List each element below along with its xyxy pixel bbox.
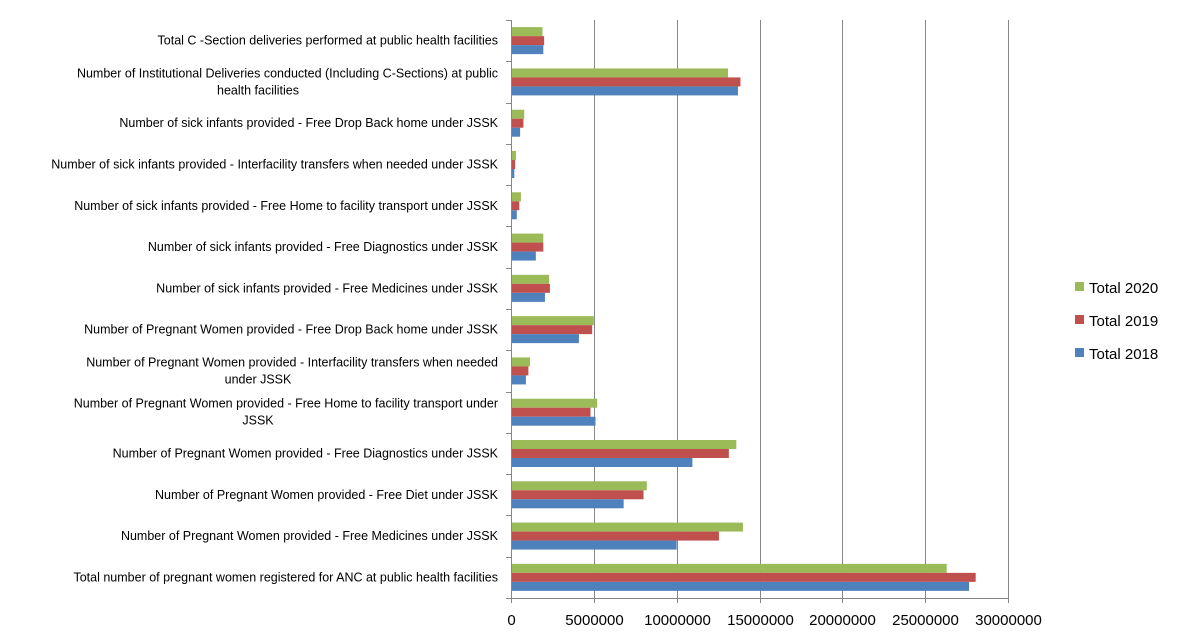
bar-total-2019 <box>512 118 524 128</box>
category-label: Number of Pregnant Women provided - Free… <box>84 323 499 337</box>
bar-total-2020 <box>512 316 594 326</box>
bar-total-2019 <box>512 160 516 169</box>
category-label-line: Number of Pregnant Women provided - Free… <box>121 529 499 543</box>
bar-total-2018 <box>512 416 596 426</box>
bars <box>512 27 976 591</box>
legend-swatch <box>1075 315 1084 324</box>
category-label-line: Number of sick infants provided - Free M… <box>156 281 498 295</box>
bar-total-2020 <box>512 27 543 37</box>
category-label: Number of Pregnant Women provided - Free… <box>121 529 499 543</box>
category-label: Number of Institutional Deliveries condu… <box>77 66 498 97</box>
bar-total-2018 <box>512 251 536 261</box>
bar-total-2018 <box>512 499 624 509</box>
category-labels: Total C -Section deliveries performed at… <box>51 34 498 585</box>
bar-total-2019 <box>512 572 976 582</box>
bar-total-2018 <box>512 540 677 550</box>
category-label: Total C -Section deliveries performed at… <box>158 34 498 48</box>
category-label: Total number of pregnant women registere… <box>73 570 498 584</box>
category-label: Number of sick infants provided - Free H… <box>74 199 498 213</box>
category-label-line: Total number of pregnant women registere… <box>73 570 498 584</box>
category-label-line: under JSSK <box>225 372 292 386</box>
x-tick-label: 25000000 <box>892 612 959 629</box>
bar-total-2019 <box>512 490 644 500</box>
category-label-line: Number of sick infants provided - Free D… <box>119 116 498 130</box>
bar-total-2020 <box>512 68 729 78</box>
legend-swatch <box>1075 282 1084 291</box>
category-label-line: health facilities <box>217 83 299 97</box>
bar-total-2020 <box>512 274 550 284</box>
category-label-line: JSSK <box>242 414 274 428</box>
category-label: Number of sick infants provided - Free D… <box>148 240 499 254</box>
axes <box>506 20 1009 603</box>
bar-total-2020 <box>512 563 947 573</box>
category-label-line: Number of Pregnant Women provided - Free… <box>74 397 498 411</box>
bar-total-2019 <box>512 531 719 541</box>
bar-total-2019 <box>512 283 550 293</box>
bar-total-2020 <box>512 440 737 449</box>
bar-total-2019 <box>512 242 544 252</box>
category-label-line: Number of Pregnant Women provided - Inte… <box>86 355 498 369</box>
bar-total-2020 <box>512 151 516 160</box>
category-label-line: Number of Pregnant Women provided - Free… <box>84 323 499 337</box>
bar-total-2018 <box>512 334 579 344</box>
x-tick-label: 0 <box>507 612 515 629</box>
bar-total-2020 <box>512 522 743 532</box>
bar-total-2020 <box>512 233 544 243</box>
category-label: Number of Pregnant Women provided - Free… <box>113 447 499 461</box>
category-label-line: Total C -Section deliveries performed at… <box>158 34 498 48</box>
category-label-line: Number of sick infants provided - Free H… <box>74 199 498 213</box>
bar-total-2018 <box>512 45 544 55</box>
legend-label: Total 2019 <box>1089 313 1158 330</box>
legend-label: Total 2020 <box>1089 280 1158 297</box>
category-label: Number of sick infants provided - Interf… <box>51 158 498 172</box>
legend-label: Total 2018 <box>1089 346 1158 363</box>
x-tick-label: 5000000 <box>565 612 623 629</box>
category-label: Number of Pregnant Women provided - Inte… <box>86 355 498 386</box>
bar-total-2018 <box>512 86 738 96</box>
x-tick-labels: 0 5000000 10000000 15000000 20000000 25000000… <box>507 612 1042 629</box>
bar-total-2018 <box>512 127 521 137</box>
bar-total-2018 <box>512 169 515 178</box>
bar-total-2019 <box>512 407 591 417</box>
x-tick-label: 10000000 <box>644 612 711 629</box>
category-label-line: Number of Pregnant Women provided - Free… <box>113 447 499 461</box>
x-tick-label: 30000000 <box>975 612 1042 629</box>
x-tick-label: 15000000 <box>727 612 794 629</box>
bar-total-2019 <box>512 77 741 87</box>
category-label: Number of sick infants provided - Free M… <box>156 281 498 295</box>
legend-swatch <box>1075 348 1084 357</box>
bar-total-2019 <box>512 325 593 335</box>
category-label-line: Number of sick infants provided - Interf… <box>51 158 498 172</box>
category-label: Number of sick infants provided - Free D… <box>119 116 498 130</box>
category-label: Number of Pregnant Women provided - Free… <box>155 488 499 502</box>
category-label-line: Number of sick infants provided - Free D… <box>148 240 499 254</box>
bar-total-2019 <box>512 366 529 376</box>
gridlines <box>594 20 1009 598</box>
bar-total-2018 <box>512 375 526 385</box>
category-label-line: Number of Pregnant Women provided - Free… <box>155 488 499 502</box>
category-label: Number of Pregnant Women provided - Free… <box>74 397 498 428</box>
bar-total-2020 <box>512 357 531 367</box>
bar-total-2019 <box>512 36 545 46</box>
bar-total-2020 <box>512 109 525 119</box>
category-label-line: Number of Institutional Deliveries condu… <box>77 66 498 80</box>
bar-total-2019 <box>512 201 520 211</box>
bar-total-2019 <box>512 449 729 458</box>
bar-total-2018 <box>512 458 693 467</box>
x-tick-label: 20000000 <box>809 612 876 629</box>
bar-total-2020 <box>512 481 647 491</box>
bar-total-2018 <box>512 292 545 302</box>
bar-total-2018 <box>512 581 970 591</box>
bar-total-2020 <box>512 398 598 408</box>
legend: Total 2020 Total 2019 Total 2018 <box>1075 280 1158 363</box>
bar-total-2018 <box>512 210 517 220</box>
bar-total-2020 <box>512 192 521 202</box>
